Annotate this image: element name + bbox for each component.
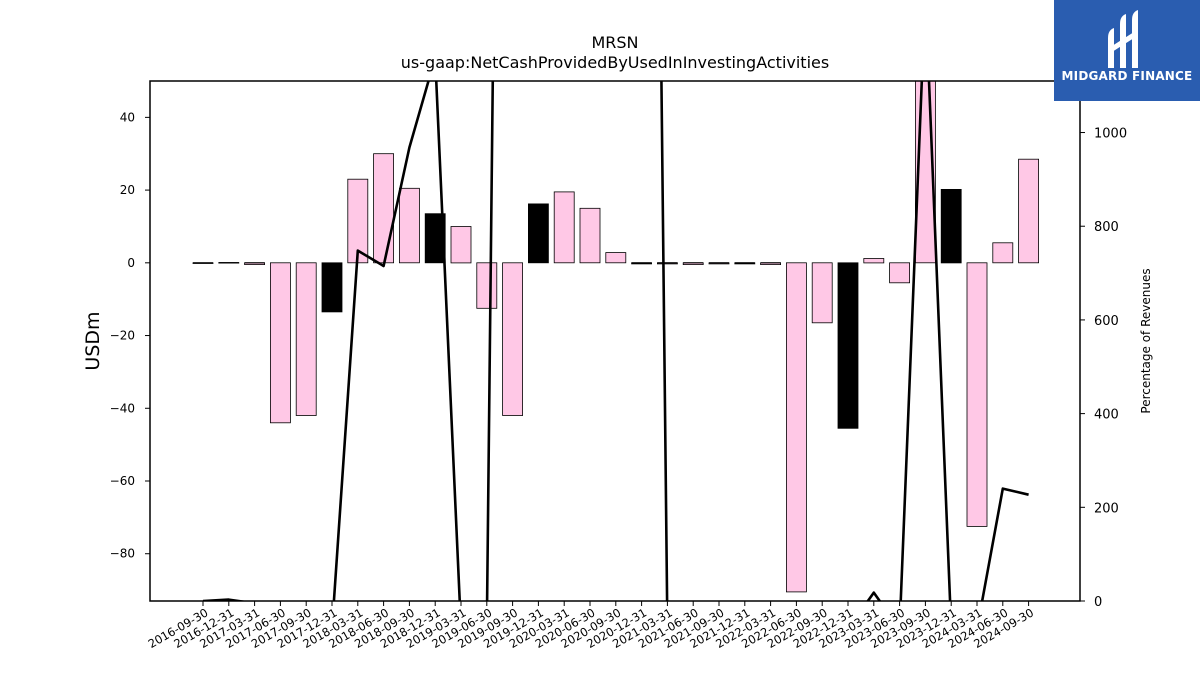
bar-2024-03-31 <box>966 262 988 527</box>
y2-tick-label: 600 <box>1094 314 1119 329</box>
logo-text: MIDGARD FINANCE <box>1061 69 1193 83</box>
y-tick-label: −60 <box>110 474 135 488</box>
chart-title: MRSN <box>591 33 638 52</box>
bar-2023-06-30 <box>889 262 910 284</box>
y2-tick-label: 1000 <box>1094 127 1127 142</box>
y-tick-label: −40 <box>110 401 135 415</box>
y2-tick-label: 0 <box>1094 595 1102 610</box>
bar-2020-03-31 <box>553 191 575 264</box>
logo-mark-icon <box>1108 10 1138 68</box>
bar-2018-09-30 <box>398 187 420 264</box>
bar-2019-12-31 <box>528 203 549 264</box>
bar-2019-03-31 <box>450 226 472 264</box>
bar-2023-12-31 <box>940 188 962 264</box>
y-tick-label: 0 <box>127 256 135 270</box>
bar-2020-06-30 <box>579 207 601 264</box>
y-tick-label: 40 <box>120 110 135 124</box>
bar-2018-06-30 <box>373 153 395 264</box>
bar-2022-06-30 <box>786 262 807 593</box>
y2-tick-label: 800 <box>1094 220 1119 235</box>
bar-2024-06-30 <box>992 242 1014 264</box>
y-tick-label: −20 <box>110 329 135 343</box>
bar-2018-12-31 <box>424 213 446 264</box>
chart-subtitle: us-gaap:NetCashProvidedByUsedInInvesting… <box>401 53 829 72</box>
midgard-finance-logo: MIDGARD FINANCE <box>1054 0 1200 101</box>
bar-2022-09-30 <box>811 262 833 324</box>
y2-tick-label: 400 <box>1094 408 1119 423</box>
bar-2024-09-30 <box>1018 158 1039 264</box>
revenue-pct-line-segment-0 <box>202 81 495 601</box>
bar-2022-12-31 <box>837 262 859 429</box>
y-tick-label: 20 <box>120 183 135 197</box>
bar-2019-06-30 <box>476 262 498 309</box>
y2-tick-label: 200 <box>1094 501 1119 516</box>
bar-2020-09-30 <box>605 252 627 264</box>
bar-2017-12-31 <box>321 262 343 313</box>
bar-2017-06-30 <box>269 262 291 424</box>
bar-2019-09-30 <box>502 262 524 416</box>
bar-2017-09-30 <box>295 262 317 416</box>
y2-axis-label: Percentage of Revenues <box>1139 268 1153 413</box>
plot-frame <box>149 80 1081 602</box>
bar-2023-03-31 <box>863 258 885 264</box>
y-axis-label: USDm <box>82 311 104 370</box>
y-tick-label: −80 <box>110 547 135 561</box>
